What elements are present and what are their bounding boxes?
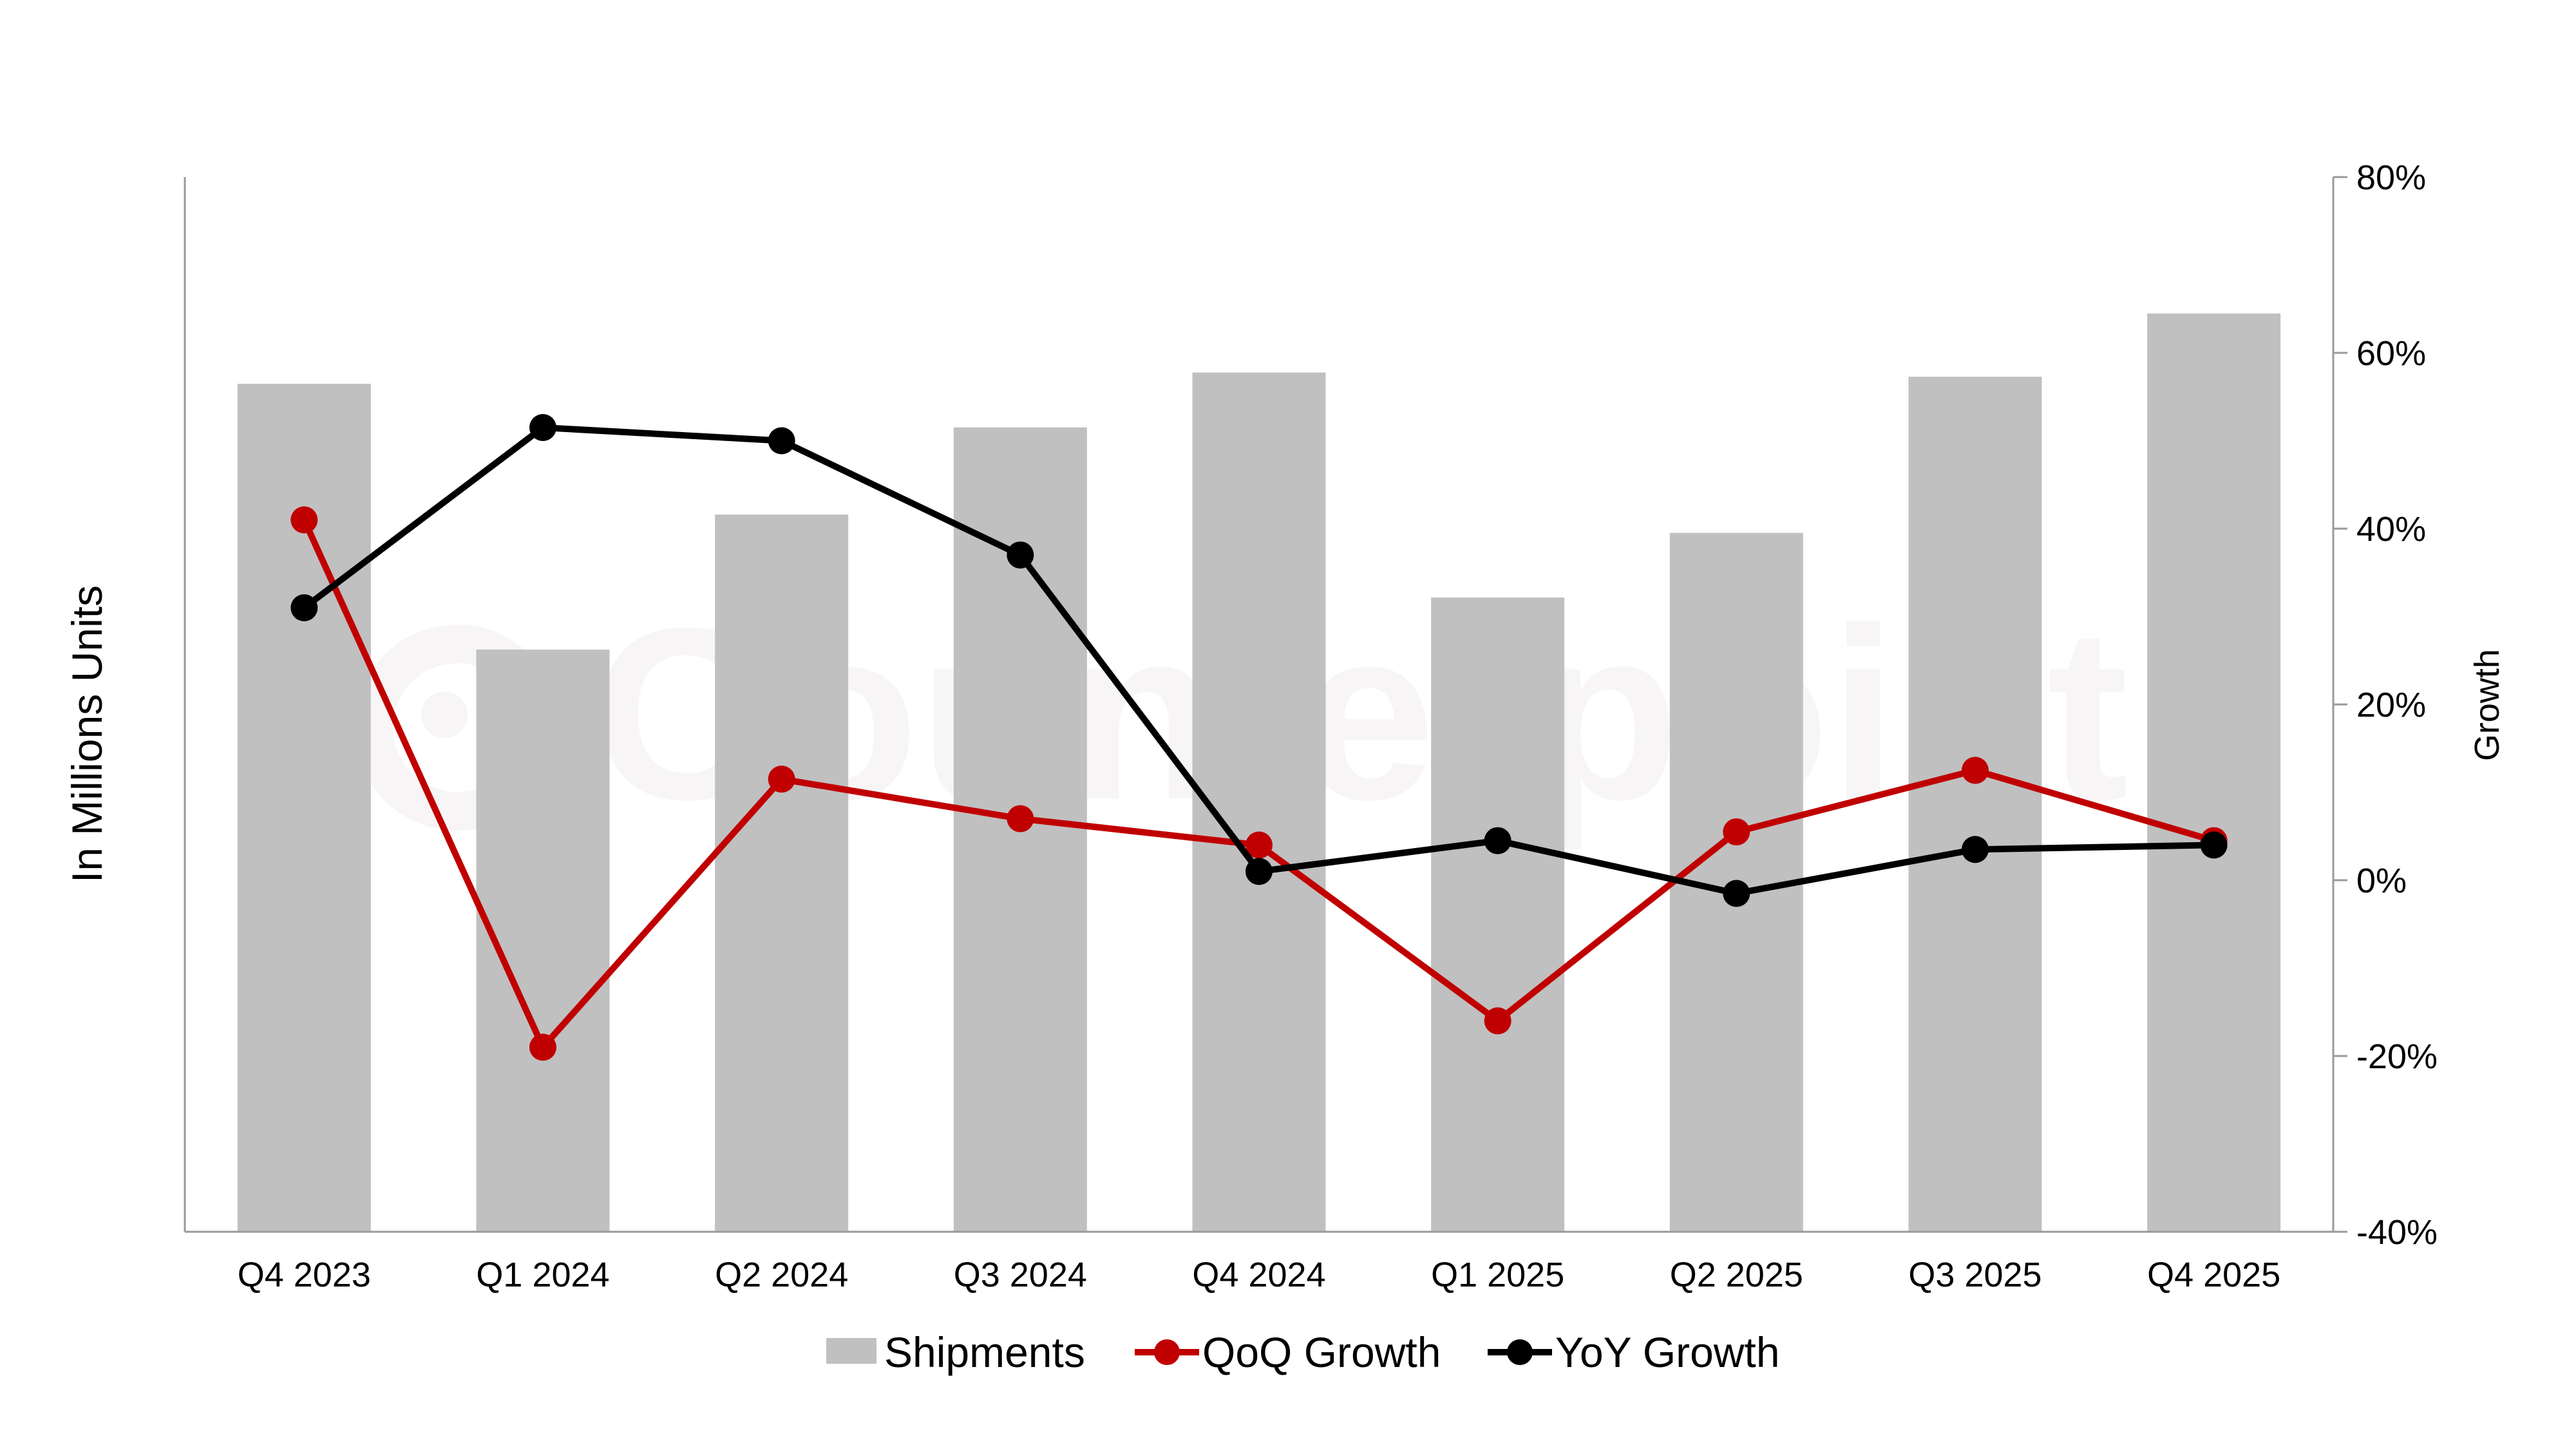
watermark: Counterpoint [354,577,2128,852]
bar-shipments [2147,313,2281,1232]
point-qoq-growth [768,766,795,793]
point-qoq-growth [290,506,318,534]
bar-shipments [1192,372,1326,1232]
y2-tick-label: 40% [2356,510,2426,549]
x-tick-label: Q4 2023 [238,1256,371,1294]
point-yoy-growth [1962,836,1989,863]
x-tick-label: Q4 2024 [1192,1256,1325,1294]
bar-shipments [1908,377,2042,1232]
legend-marker-yoy-growth [1507,1339,1533,1365]
legend-marker-qoq-growth [1154,1339,1180,1365]
x-tick-label: Q1 2024 [476,1256,609,1294]
point-yoy-growth [1723,880,1750,907]
x-tick-label: Q2 2024 [715,1256,848,1294]
point-qoq-growth [1962,757,1989,784]
y2-tick-label: -40% [2356,1213,2438,1252]
labels-layer: In Millions Units Growth 80% 60% 40% 20% 0% -… [63,158,2506,1294]
y2-tick-label: -20% [2356,1037,2438,1076]
point-yoy-growth [1245,858,1273,885]
y-axis-title: In Millions Units [63,585,111,883]
bar-shipments [715,514,849,1232]
point-yoy-growth [290,594,318,621]
legend-label-shipments: Shipments [884,1328,1085,1376]
watermark-text: Counterpoint [592,577,2128,852]
point-qoq-growth [1723,818,1750,845]
legend-label-qoq-growth: QoQ Growth [1202,1328,1441,1376]
legend-swatch-shipments [826,1338,876,1364]
y2-tick-label: 20% [2356,686,2426,724]
legend: Shipments QoQ Growth YoY Growth [826,1328,1780,1376]
y2-tick-label: 60% [2356,334,2426,373]
axes-layer [184,176,2347,1233]
point-yoy-growth [1007,541,1034,569]
x-tick-label: Q4 2025 [2147,1256,2280,1294]
point-qoq-growth [1245,831,1273,859]
point-qoq-growth [529,1033,556,1061]
point-qoq-growth [1484,1007,1511,1035]
legend-label-yoy-growth: YoY Growth [1555,1328,1780,1376]
watermark-logo-dot-icon [421,692,468,738]
point-yoy-growth [529,414,556,442]
y2-tick-label: 80% [2356,158,2426,197]
point-yoy-growth [1484,827,1511,854]
point-qoq-growth [1007,805,1034,833]
y2-axis-title: Growth [2468,649,2506,761]
y2-tick-label: 0% [2356,862,2407,900]
x-tick-label: Q3 2025 [1908,1256,2041,1294]
point-yoy-growth [768,427,795,455]
bar-shipments [476,649,610,1232]
x-tick-label: Q1 2025 [1431,1256,1564,1294]
x-tick-label: Q2 2025 [1670,1256,1803,1294]
bar-shipments [1431,598,1565,1232]
point-yoy-growth [2200,831,2228,859]
x-tick-label: Q3 2024 [954,1256,1087,1294]
lines-layer [290,414,2228,1061]
